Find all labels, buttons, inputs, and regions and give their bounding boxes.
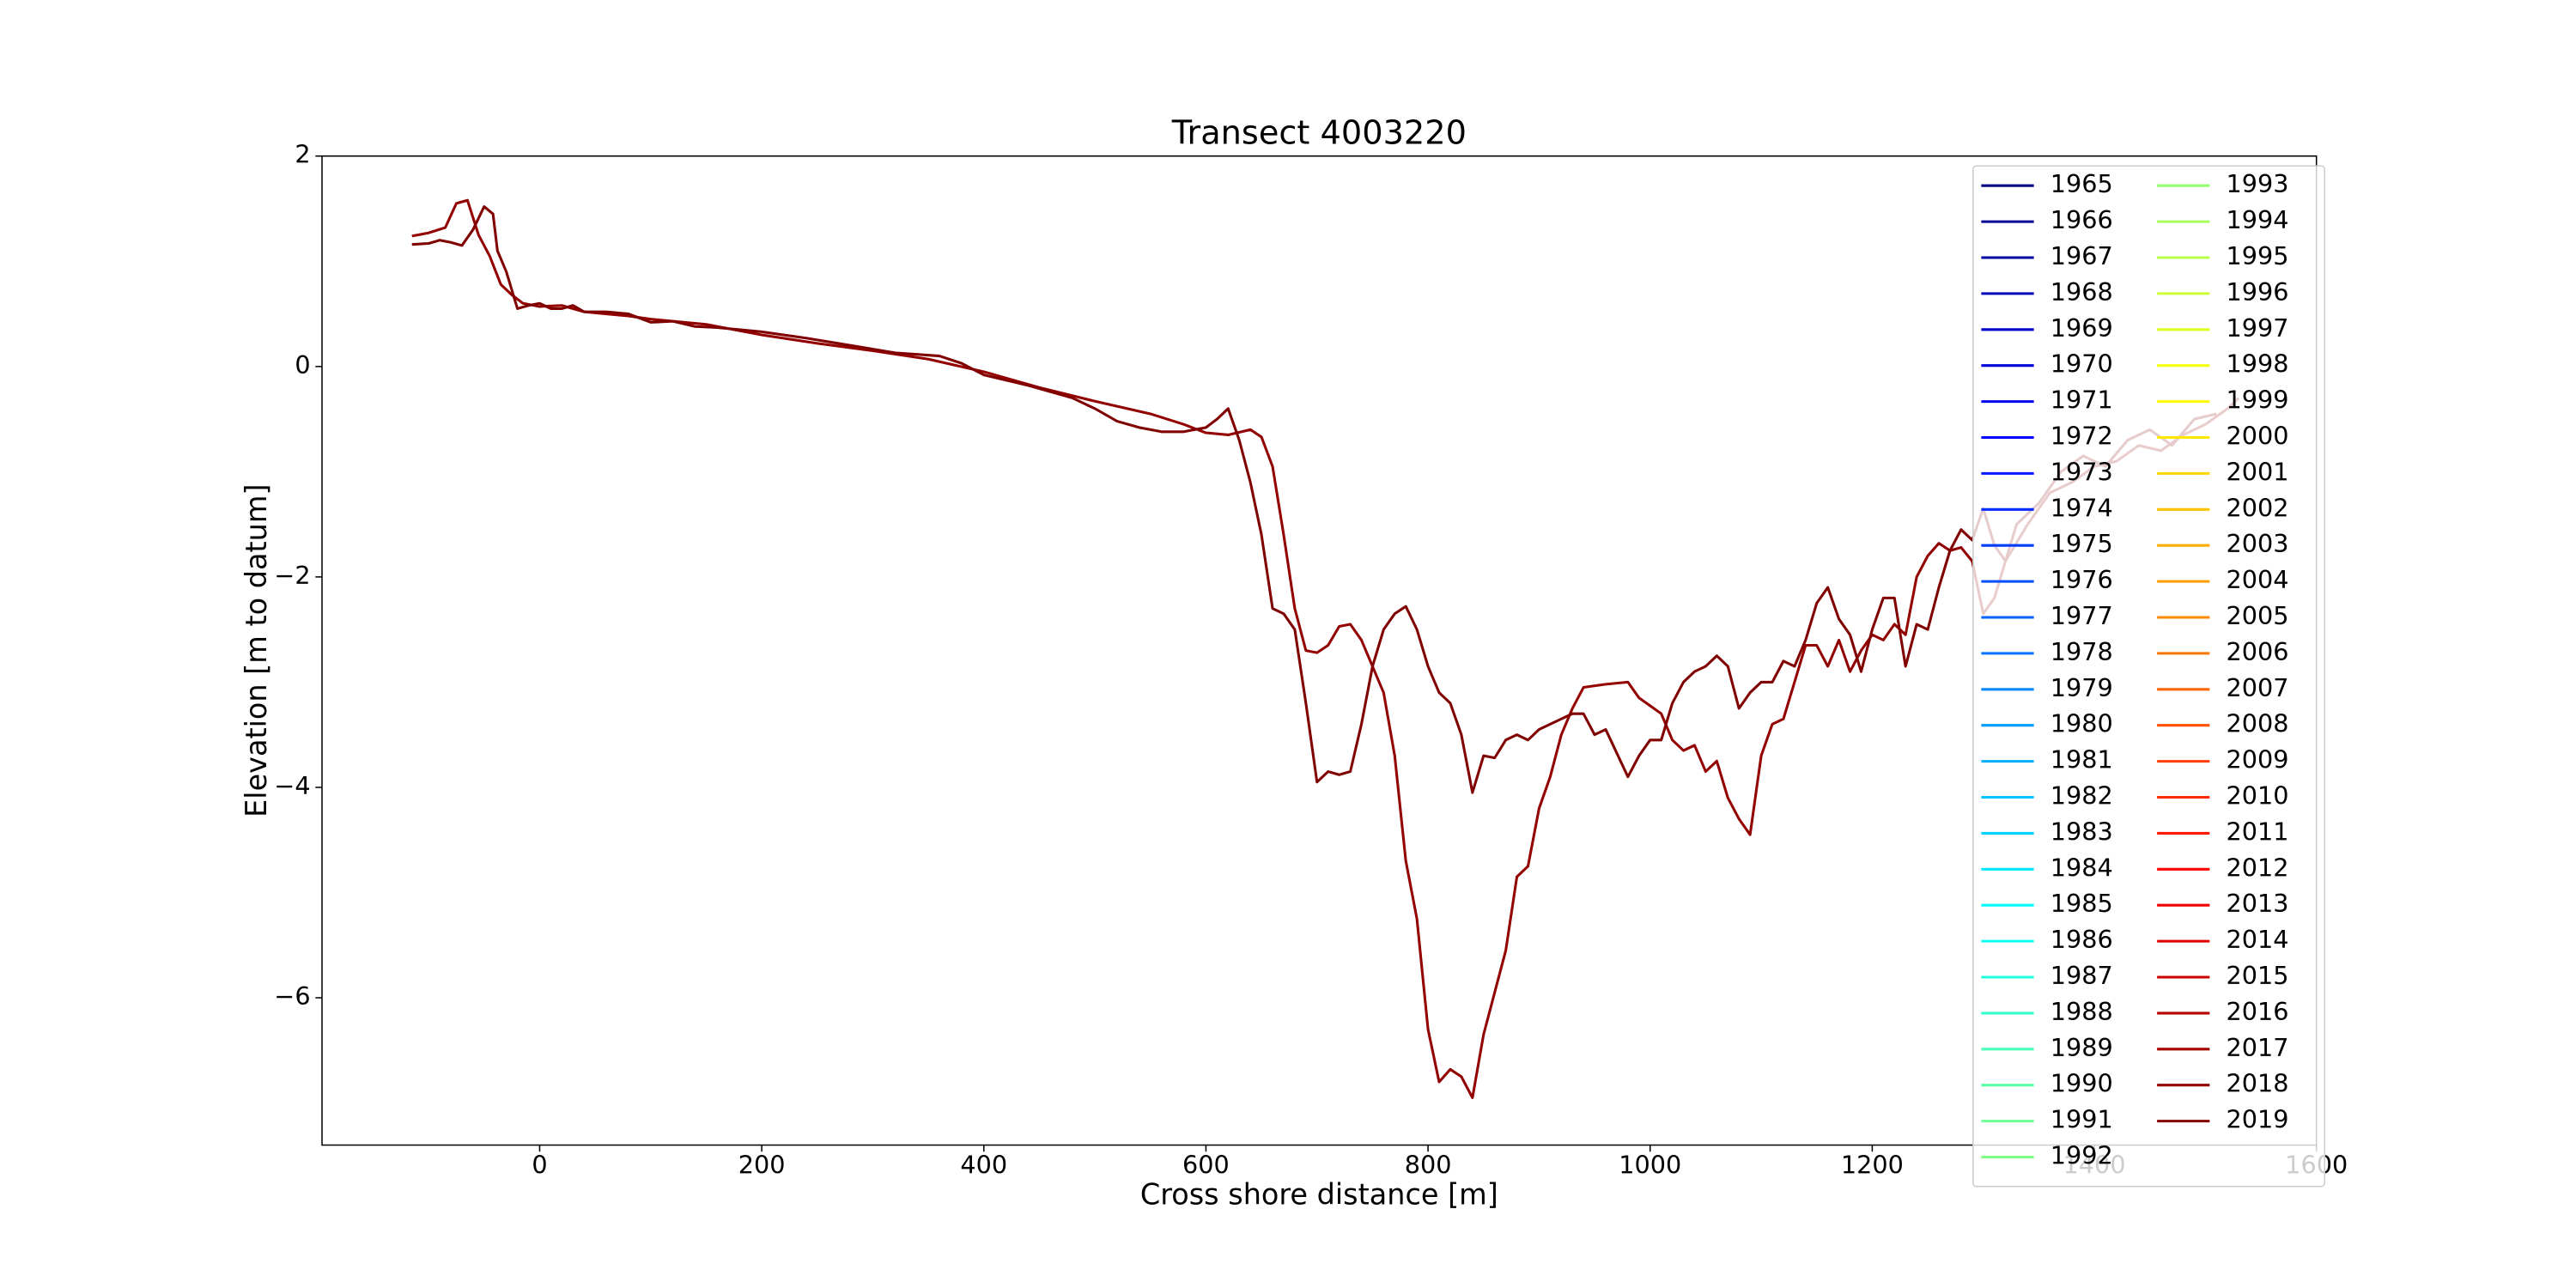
- y-axis-label: Elevation [m to datum]: [240, 483, 273, 817]
- legend-label: 1966: [2050, 205, 2113, 234]
- x-tick-label: 1200: [1841, 1150, 1904, 1179]
- legend-label: 1993: [2226, 169, 2288, 198]
- legend-label: 2013: [2226, 889, 2288, 918]
- legend-label: 1983: [2050, 817, 2113, 846]
- legend-label: 1970: [2050, 349, 2113, 379]
- legend-label: 2012: [2226, 853, 2288, 882]
- legend-label: 2009: [2226, 745, 2288, 775]
- legend-label: 1994: [2226, 205, 2288, 234]
- legend-label: 1967: [2050, 241, 2113, 270]
- legend-label: 2005: [2226, 601, 2288, 630]
- legend-label: 1996: [2226, 277, 2288, 307]
- legend-label: 2014: [2226, 925, 2288, 954]
- legend-label: 2018: [2226, 1069, 2288, 1098]
- legend-label: 1987: [2050, 961, 2113, 990]
- legend-label: 1978: [2050, 637, 2113, 666]
- data-line: [411, 198, 2240, 1099]
- legend-label: 2017: [2226, 1033, 2288, 1062]
- y-tick-label: −4: [274, 771, 310, 800]
- x-tick-label: 200: [738, 1150, 786, 1179]
- legend-label: 1969: [2050, 313, 2113, 343]
- legend-label: 1992: [2050, 1141, 2113, 1170]
- legend-label: 1975: [2050, 529, 2113, 558]
- legend-label: 1998: [2226, 349, 2288, 379]
- legend-label: 1982: [2050, 781, 2113, 811]
- y-tick-label: 0: [295, 350, 310, 380]
- x-axis-label: Cross shore distance [m]: [1140, 1177, 1498, 1211]
- y-tick-label: 2: [295, 140, 310, 169]
- x-tick-label: 0: [532, 1150, 547, 1179]
- legend-label: 1984: [2050, 853, 2113, 882]
- legend-label: 2011: [2226, 817, 2288, 846]
- legend-label: 1979: [2050, 673, 2113, 702]
- legend-label: 1972: [2050, 422, 2113, 451]
- legend-label: 1989: [2050, 1033, 2113, 1062]
- legend-label: 1980: [2050, 709, 2113, 738]
- x-tick-label: 400: [960, 1150, 1007, 1179]
- chart-title: Transect 4003220: [1171, 113, 1467, 152]
- legend-label: 1977: [2050, 601, 2113, 630]
- legend-label: 1965: [2050, 169, 2113, 198]
- legend-label: 2008: [2226, 709, 2288, 738]
- legend-label: 2019: [2226, 1105, 2288, 1134]
- legend-label: 2016: [2226, 997, 2288, 1026]
- legend-label: 2002: [2226, 493, 2288, 522]
- legend-label: 1990: [2050, 1069, 2113, 1098]
- legend-label: 1985: [2050, 889, 2113, 918]
- legend-label: 2007: [2226, 673, 2288, 702]
- legend-label: 1971: [2050, 386, 2113, 415]
- x-tick-label: 600: [1182, 1150, 1230, 1179]
- legend-label: 1997: [2226, 313, 2288, 343]
- legend-label: 2003: [2226, 529, 2288, 558]
- legend-label: 1981: [2050, 745, 2113, 775]
- legend: 1965 1966 1967 1968 1969 1970 1971 1972 1973 1974…: [1972, 165, 2326, 1188]
- legend-label: 1976: [2050, 565, 2113, 594]
- legend-label: 1988: [2050, 997, 2113, 1026]
- legend-label: 2000: [2226, 422, 2288, 451]
- legend-label: 2004: [2226, 565, 2288, 594]
- x-tick-label: 1000: [1619, 1150, 1681, 1179]
- legend-label: 2010: [2226, 781, 2288, 811]
- data-line: [411, 205, 2217, 794]
- legend-label: 1986: [2050, 925, 2113, 954]
- legend-label: 2015: [2226, 961, 2288, 990]
- legend-label: 1968: [2050, 277, 2113, 307]
- legend-label: 1974: [2050, 493, 2113, 522]
- y-tick-label: −6: [274, 981, 310, 1011]
- legend-label: 2006: [2226, 637, 2288, 666]
- legend-label: 1973: [2050, 457, 2113, 486]
- legend-label: 1991: [2050, 1105, 2113, 1134]
- legend-label: 1999: [2226, 386, 2288, 415]
- y-tick-label: −2: [274, 561, 310, 590]
- x-tick-label: 800: [1405, 1150, 1452, 1179]
- legend-label: 1995: [2226, 241, 2288, 270]
- legend-label: 2001: [2226, 457, 2288, 486]
- legend-box: [1972, 165, 2326, 1188]
